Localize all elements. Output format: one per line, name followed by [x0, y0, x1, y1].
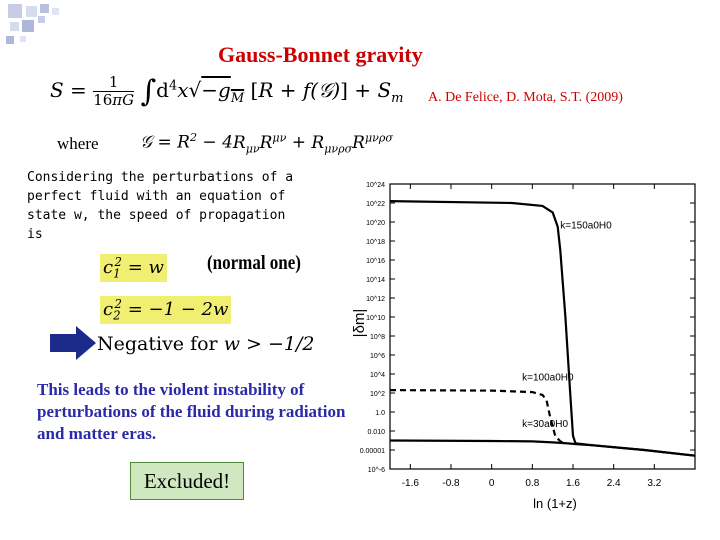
- x-tick-label: 1.6: [566, 478, 580, 489]
- c2-equation: c22 = −1 − 2w: [100, 296, 232, 324]
- series-line: [389, 389, 566, 445]
- y-tick-label: 10^22: [366, 201, 385, 208]
- x-tick-label: -1.6: [402, 478, 420, 489]
- negative-condition: Negative for w > −1/2: [97, 333, 315, 355]
- y-tick-label: 10^6: [370, 353, 385, 360]
- c1-equation: c12 = w: [100, 254, 167, 282]
- x-tick-label: 2.4: [607, 478, 621, 489]
- y-tick-label: 10^14: [366, 277, 385, 284]
- where-label: where: [57, 134, 99, 153]
- citation: A. De Felice, D. Mota, S.T. (2009): [428, 90, 623, 105]
- y-tick-label: 10^-6: [368, 467, 385, 474]
- y-tick-label: 10^18: [366, 239, 385, 246]
- y-tick-label: 10^24: [366, 182, 385, 189]
- gauss-bonnet-definition: 𝒢 = R2 − 4RμνRμν + RμνρσRμνρσ: [140, 131, 393, 156]
- series-label: k=30a0H0: [522, 419, 568, 430]
- normal-label: (normal one): [207, 252, 301, 274]
- growth-chart: 10^-6 0.00001 0.010 1.0 10^2 10^4 10^6 10^8 10^1…: [351, 182, 696, 511]
- y-tick-label: 0.00001: [360, 448, 385, 455]
- y-tick-label: 10^20: [366, 220, 385, 227]
- series-label: k=150a0H0: [560, 221, 612, 232]
- series-line: [389, 439, 696, 457]
- plot-frame: [389, 183, 696, 470]
- x-tick-label: -0.8: [442, 478, 460, 489]
- y-tick-label: 10^4: [370, 372, 385, 379]
- slide-title: Gauss-Bonnet gravity: [218, 42, 423, 67]
- x-tick-label: 3.2: [647, 478, 661, 489]
- arrow-right-icon: [50, 326, 96, 360]
- x-tick-label: 0: [489, 478, 495, 489]
- y-axis-label: |δm|: [351, 309, 368, 338]
- negative-word: Negative for: [97, 333, 218, 355]
- series-label: k=100a0H0: [522, 373, 574, 384]
- y-tick-label: 0.010: [367, 429, 385, 436]
- x-axis-label: ln (1+z): [533, 496, 577, 511]
- action-equation: S = 1 16πG ∫d4x√−gM [R + f(𝒢)] + Sm: [50, 73, 404, 110]
- y-tick-label: 10^12: [366, 296, 385, 303]
- instability-warning: This leads to the violent instability of…: [37, 380, 346, 443]
- x-tick-label: 0.8: [525, 478, 539, 489]
- y-tick-label: 10^10: [366, 315, 385, 322]
- description-text: Considering the perturbations of a perfe…: [27, 170, 294, 242]
- y-tick-label: 10^2: [370, 391, 385, 398]
- y-tick-label: 10^8: [370, 334, 385, 341]
- y-tick-label: 1.0: [375, 410, 385, 417]
- excluded-badge: Excluded!: [130, 462, 244, 500]
- y-tick-label: 10^16: [366, 258, 385, 265]
- series-line: [389, 200, 696, 457]
